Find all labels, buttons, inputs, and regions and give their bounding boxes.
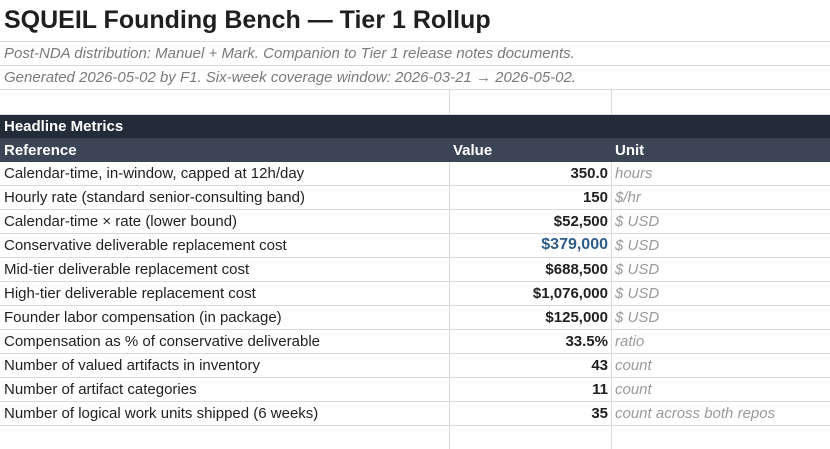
- table-row[interactable]: Number of artifact categories 11 count: [0, 378, 830, 402]
- cell-value[interactable]: $52,500: [553, 213, 608, 230]
- cell-unit[interactable]: $ USD: [615, 213, 660, 230]
- cell-unit[interactable]: $ USD: [615, 285, 660, 302]
- cell-unit[interactable]: $/hr: [615, 189, 641, 206]
- cell-reference[interactable]: Number of valued artifacts in inventory: [4, 357, 260, 374]
- table-row[interactable]: Number of logical work units shipped (6 …: [0, 402, 830, 426]
- column-header-row[interactable]: Reference Value Unit: [0, 138, 830, 162]
- note-row-2[interactable]: Generated 2026-05-02 by F1. Six-week cov…: [0, 66, 830, 90]
- distribution-note: Post-NDA distribution: Manuel + Mark. Co…: [4, 45, 575, 62]
- cell-unit[interactable]: $ USD: [615, 237, 660, 254]
- cell-value[interactable]: 11: [592, 381, 608, 398]
- cell-reference[interactable]: Number of artifact categories: [4, 381, 197, 398]
- cell-reference[interactable]: Mid-tier deliverable replacement cost: [4, 261, 250, 278]
- cell-value[interactable]: 33.5%: [565, 333, 608, 350]
- title-row[interactable]: SQUEIL Founding Bench — Tier 1 Rollup: [0, 0, 830, 42]
- table-row[interactable]: Conservative deliverable replacement cos…: [0, 234, 830, 258]
- cell-value[interactable]: 35: [591, 405, 608, 422]
- cell-value[interactable]: $379,000: [541, 236, 608, 253]
- metrics-table: Calendar-time, in-window, capped at 12h/…: [0, 162, 830, 426]
- table-row[interactable]: Compensation as % of conservative delive…: [0, 330, 830, 354]
- table-row[interactable]: High-tier deliverable replacement cost $1…: [0, 282, 830, 306]
- cell-reference[interactable]: Calendar-time × rate (lower bound): [4, 213, 238, 230]
- column-header-unit: Unit: [615, 142, 645, 159]
- cell-reference[interactable]: Compensation as % of conservative delive…: [4, 333, 321, 350]
- column-header-value: Value: [453, 142, 493, 159]
- table-row[interactable]: Number of valued artifacts in inventory 4…: [0, 354, 830, 378]
- cell-unit[interactable]: count: [615, 381, 652, 398]
- cell-reference[interactable]: High-tier deliverable replacement cost: [4, 285, 256, 302]
- cell-unit[interactable]: $ USD: [615, 261, 660, 278]
- column-divider-blank-unit: [611, 90, 612, 115]
- column-divider-blank-value: [449, 90, 450, 115]
- cell-unit[interactable]: hours: [615, 165, 653, 182]
- cell-reference[interactable]: Conservative deliverable replacement cos…: [4, 237, 287, 254]
- cell-unit[interactable]: $ USD: [615, 309, 660, 326]
- cell-reference[interactable]: Hourly rate (standard senior-consulting …: [4, 189, 305, 206]
- cell-reference[interactable]: Founder labor compensation (in package): [4, 309, 282, 326]
- table-row[interactable]: Mid-tier deliverable replacement cost $68…: [0, 258, 830, 282]
- cell-value[interactable]: 43: [591, 357, 608, 374]
- cell-unit[interactable]: count across both repos: [615, 405, 776, 422]
- blank-row[interactable]: [0, 90, 830, 115]
- cell-unit[interactable]: ratio: [615, 333, 645, 350]
- table-row[interactable]: Founder labor compensation (in package) $…: [0, 306, 830, 330]
- column-divider-value: [449, 162, 450, 449]
- cell-value[interactable]: $125,000: [545, 309, 608, 326]
- note-row-1[interactable]: Post-NDA distribution: Manuel + Mark. Co…: [0, 42, 830, 66]
- cell-reference[interactable]: Number of logical work units shipped (6 …: [4, 405, 319, 422]
- sheet-title: SQUEIL Founding Bench — Tier 1 Rollup: [4, 6, 491, 34]
- section-header-headline-metrics[interactable]: Headline Metrics: [0, 115, 830, 138]
- cell-value[interactable]: 350.0: [570, 165, 608, 182]
- table-row[interactable]: Calendar-time, in-window, capped at 12h/…: [0, 162, 830, 186]
- section-title: Headline Metrics: [4, 118, 124, 135]
- table-row[interactable]: Hourly rate (standard senior-consulting …: [0, 186, 830, 210]
- cell-value[interactable]: $688,500: [545, 261, 608, 278]
- cell-unit[interactable]: count: [615, 357, 652, 374]
- table-row[interactable]: Calendar-time × rate (lower bound) $52,50…: [0, 210, 830, 234]
- column-header-reference: Reference: [4, 142, 77, 159]
- column-divider-unit: [611, 162, 612, 449]
- cell-value[interactable]: $1,076,000: [532, 285, 608, 302]
- cell-reference[interactable]: Calendar-time, in-window, capped at 12h/…: [4, 165, 305, 182]
- cell-value[interactable]: 150: [582, 189, 608, 206]
- generated-note: Generated 2026-05-02 by F1. Six-week cov…: [4, 69, 577, 86]
